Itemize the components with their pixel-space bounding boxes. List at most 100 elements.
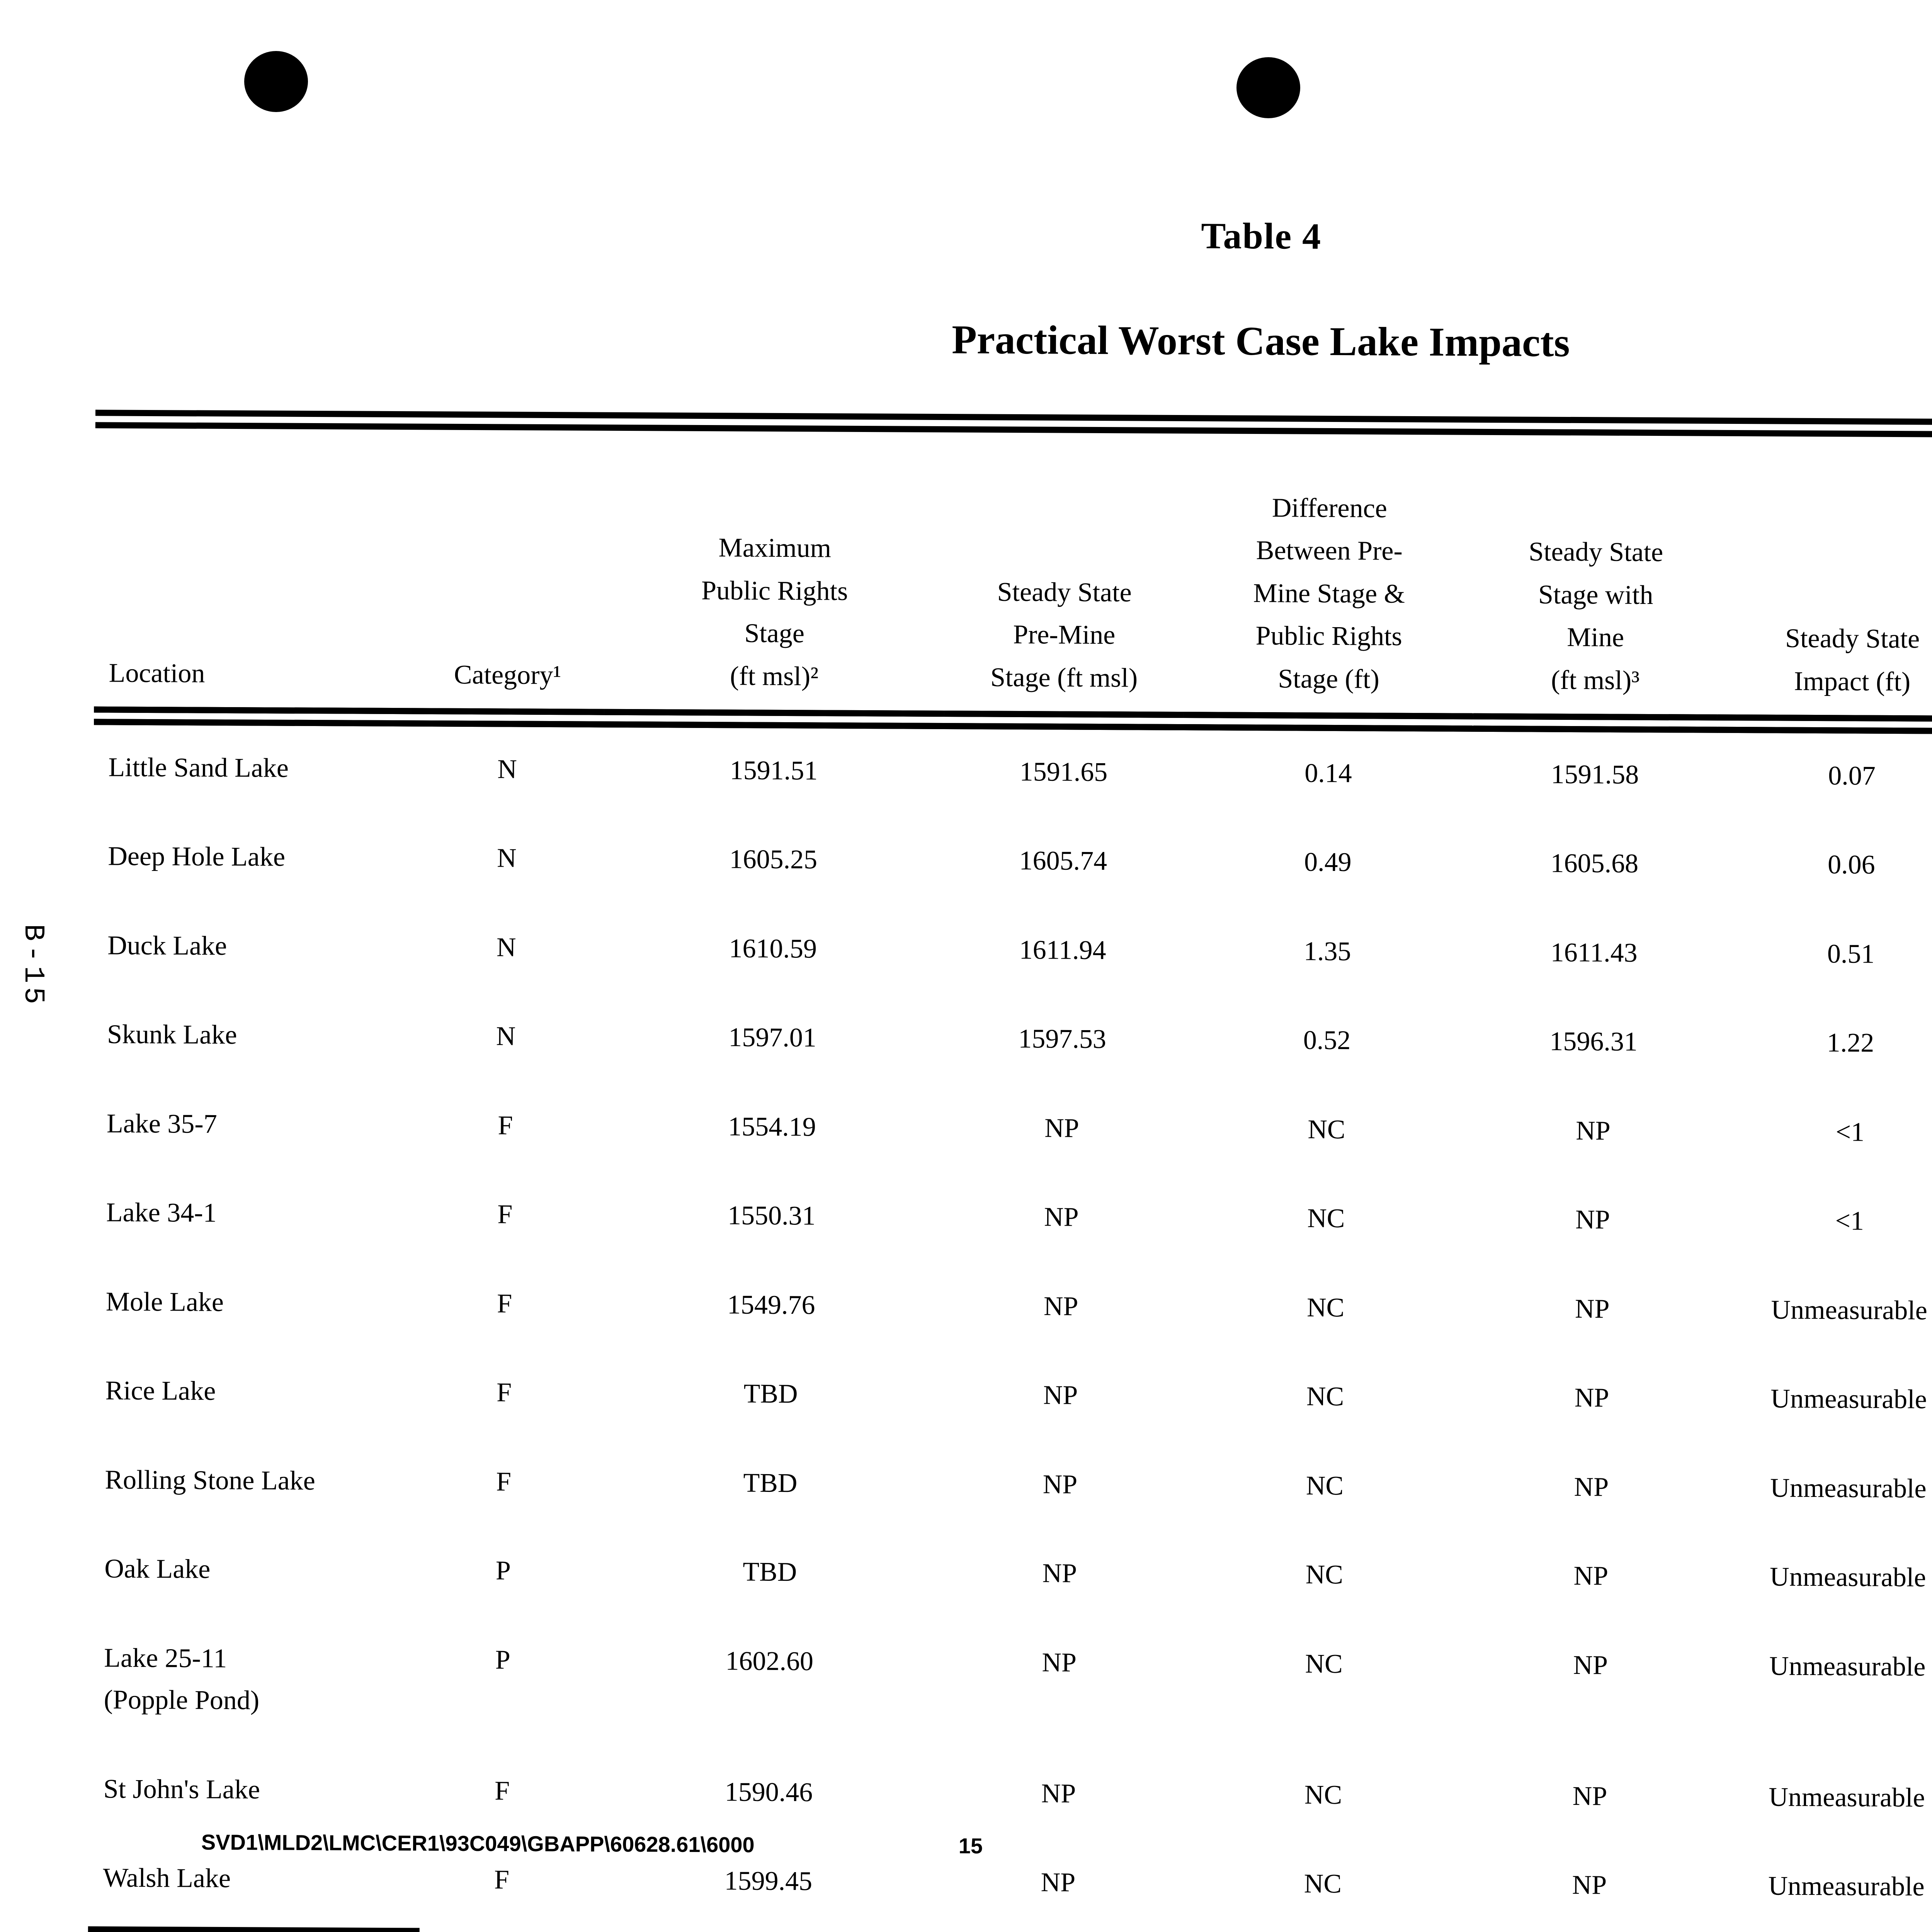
table-cell-max-public-rights-stage: 1605.25 [729,844,818,875]
table-cell-location: Skunk Lake [107,1019,237,1050]
table-cell-category: N [496,1021,516,1051]
table-cell-steady-state-stage-with-mine: NP [1575,1116,1611,1146]
table-header: Location Category¹ Maximum Public Rights S… [94,430,1932,727]
table-cell-steady-state-impact: 0.07 [1828,760,1876,791]
table-cell-steady-state-pre-mine-stage: 1605.74 [1019,846,1107,876]
header-row: Location Category¹ Maximum Public Rights S… [94,430,1932,727]
column-header-steady-state-pre-mine-stage: Steady State Pre-Mine Stage (ft msl) [944,435,1185,721]
table-cell-difference-pre-mine-public-rights: NC [1307,1203,1345,1234]
table-cell-location: Deep Hole Lake [108,841,286,872]
table-cell-difference-pre-mine-public-rights: NC [1306,1293,1345,1323]
column-header-steady-state-impact: Steady State Impact (ft) [1717,438,1932,725]
table-cell-max-public-rights-stage: TBD [743,1557,797,1587]
table-cell-steady-state-pre-mine-stage: NP [1044,1202,1079,1232]
hole-punch-dot [244,51,308,112]
table-cell-max-public-rights-stage: TBD [743,1379,798,1409]
table-cell-category: F [497,1288,512,1319]
column-header-category: Category¹ [411,432,605,718]
table-cell-max-public-rights-stage: 1597.01 [728,1022,817,1053]
table-cell-steady-state-impact: 0.06 [1827,850,1875,880]
table-cell-location: Little Sand Lake [108,752,289,783]
footer-document-path: SVD1\MLD2\LMC\CER1\93C049\GBAPP\60628.61… [201,1830,755,1857]
table-cell-category: F [494,1776,510,1806]
table-cell-difference-pre-mine-public-rights: 0.14 [1304,758,1352,788]
table-cell-steady-state-pre-mine-stage: NP [1042,1558,1077,1588]
table-cell-category: F [498,1110,513,1141]
table-cell-steady-state-stage-with-mine: NP [1572,1870,1607,1900]
table-cell-difference-pre-mine-public-rights: NC [1305,1649,1343,1679]
table-cell-steady-state-impact: Unmeasurable [1770,1384,1927,1415]
table-row: Deep Hole Lake N 1605.25 1605.74 0.49 1605.68… [93,814,1932,914]
table-row: Oak LakePTBDNPNCNPUnmeasurableNPMinimal [90,1526,1932,1627]
column-header-max-public-rights-stage: Maximum Public Rights Stage (ft msl)² [604,433,946,720]
column-header-difference-pre-mine-public-rights: Difference Between Pre- Mine Stage & Pub… [1184,436,1475,723]
column-header-steady-state-stage-with-mine: Steady State Stage with Mine (ft msl)³ [1473,437,1718,724]
table-row: Rolling Stone Lake F TBD NP NC NP Unmeasurable… [90,1437,1932,1538]
table-cell-steady-state-impact: 0.51 [1827,939,1875,969]
table-cell-steady-state-impact: Unmeasurable [1770,1473,1927,1504]
table-row: Lake 25-11 (Popple Pond) P 1602.60 NP NC NP Un… [89,1616,1932,1758]
table-cell-difference-pre-mine-public-rights: 0.49 [1304,847,1352,878]
table-cell-steady-state-impact: Unmeasurable [1769,1651,1926,1682]
table-cell-category: P [495,1645,510,1675]
table-cell-difference-pre-mine-public-rights: 1.35 [1303,936,1351,966]
table-cell-location: Duck Lake [107,930,227,961]
table-cell-category: N [497,843,517,873]
table-cell-steady-state-pre-mine-stage: NP [1043,1291,1078,1321]
column-header-location: Location [94,430,412,717]
table-cell-difference-pre-mine-public-rights: NC [1306,1381,1344,1412]
table-cell-difference-pre-mine-public-rights: NC [1308,1114,1345,1145]
table-cell-steady-state-pre-mine-stage: NP [1041,1778,1076,1809]
table-cell-difference-pre-mine-public-rights: NC [1304,1869,1342,1899]
table-cell-steady-state-stage-with-mine: NP [1573,1650,1608,1680]
table-cell-steady-state-impact: <1 [1835,1206,1864,1236]
table-cell-max-public-rights-stage: 1590.46 [724,1777,813,1807]
table-cell-category: F [497,1199,513,1230]
table-cell-steady-state-stage-with-mine: 1605.68 [1550,848,1639,879]
table-cell-steady-state-impact: <1 [1835,1117,1865,1147]
table-cell-max-public-rights-stage: 1549.76 [727,1289,815,1320]
table-cell-steady-state-pre-mine-stage: NP [1043,1380,1078,1410]
table-cell-max-public-rights-stage: 1610.59 [729,933,817,964]
table-row: Little Sand Lake N 1591.51 1591.65 0.14 1591.… [94,716,1932,825]
table-cell-steady-state-impact: Unmeasurable [1768,1871,1925,1902]
table-cell-location: Mole Lake [105,1287,224,1317]
table-cell-location: Oak Lake [104,1554,211,1584]
table-cell-location: Lake 35-7 [106,1109,217,1139]
table-cell-location: Lake 34-1 [106,1197,217,1228]
table-bottom-rule [88,1926,420,1932]
table-cell-steady-state-impact: 1.22 [1827,1028,1874,1058]
table-cell-max-public-rights-stage: 1554.19 [728,1111,816,1142]
table-cell-steady-state-impact: Unmeasurable [1769,1782,1925,1813]
table-cell-steady-state-stage-with-mine: 1591.58 [1551,759,1639,790]
table-cell-steady-state-stage-with-mine: NP [1575,1205,1610,1235]
table-cell-steady-state-stage-with-mine: NP [1572,1781,1607,1811]
table-cell-difference-pre-mine-public-rights: NC [1304,1780,1342,1810]
table-cell-difference-pre-mine-public-rights: 0.52 [1303,1025,1351,1056]
table-cell-category: F [496,1466,512,1497]
table-cell-steady-state-stage-with-mine: NP [1574,1472,1609,1502]
table-cell-steady-state-stage-with-mine: NP [1574,1383,1609,1413]
hole-punch-dot [1236,57,1300,118]
table-cell-steady-state-stage-with-mine: 1611.43 [1550,937,1638,968]
table-cell-location: St John's Lake [103,1774,260,1804]
table-cell-category: N [497,754,517,784]
table-cell-steady-state-impact: Unmeasurable [1769,1562,1926,1593]
table-cell-location: Rolling Stone Lake [105,1464,316,1496]
table-container: Location Category¹ Maximum Public Rights S… [88,410,1932,1932]
table-cell-steady-state-pre-mine-stage: NP [1044,1113,1079,1143]
table-cell-max-public-rights-stage: 1591.51 [730,755,818,786]
table-cell-difference-pre-mine-public-rights: NC [1306,1471,1344,1501]
table-cell-steady-state-stage-with-mine: NP [1575,1294,1610,1324]
table-cell-steady-state-impact: Unmeasurable [1771,1295,1927,1326]
table-cell-max-public-rights-stage: 1550.31 [727,1201,816,1231]
table-cell-steady-state-pre-mine-stage: 1611.94 [1019,935,1106,965]
table-cell-steady-state-pre-mine-stage: 1591.65 [1019,757,1108,787]
table-row: Rice LakeFTBDNPNCNPUnmeasurableNPMinimal [90,1348,1932,1449]
table-cell-category: F [496,1378,512,1408]
table-cell-steady-state-pre-mine-stage: NP [1043,1469,1078,1500]
